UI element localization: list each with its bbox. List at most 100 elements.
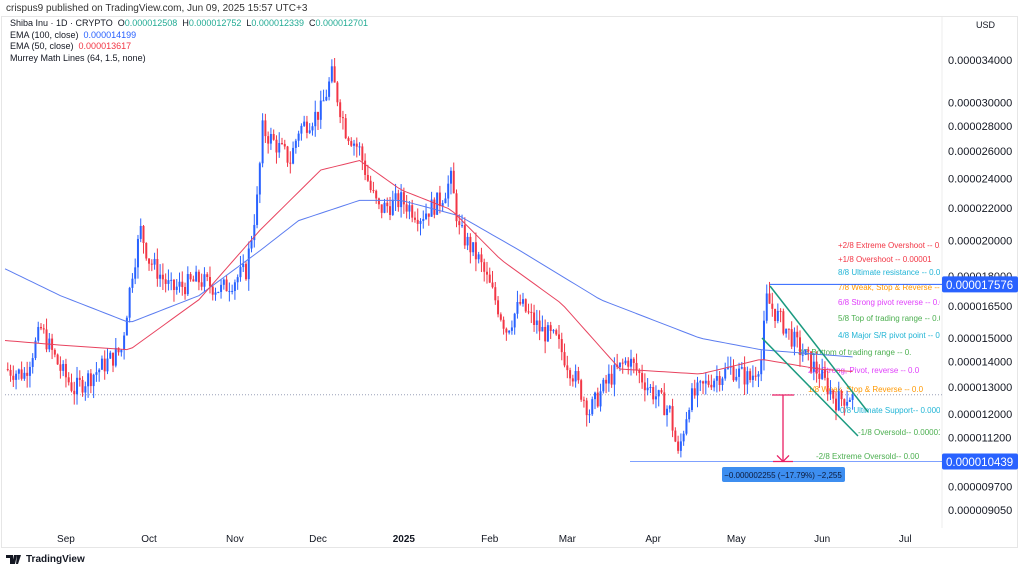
ema100-legend[interactable]: EMA (100, close) 0.000014199 (10, 30, 368, 42)
candle-body (175, 286, 178, 290)
candle-body (771, 303, 774, 309)
symbol-name[interactable]: Shiba Inu · 1D · CRYPTO (10, 18, 113, 28)
candle-body (560, 339, 563, 353)
candle-body (654, 396, 657, 400)
murrey-level-label: -1/8 Oversold-- 0.00001 (858, 428, 943, 437)
candle-body (408, 205, 411, 212)
candle-body (178, 281, 181, 287)
candle-body (494, 287, 497, 301)
y-tick-label: 0.000014000 (948, 357, 1012, 369)
candle-body (225, 279, 228, 292)
candle-body (488, 274, 491, 283)
candle-body (599, 391, 602, 407)
candle-body (513, 313, 516, 328)
candle-body (92, 374, 95, 387)
candle-body (743, 367, 746, 385)
candle-body (422, 218, 425, 222)
candle-body (607, 373, 610, 384)
x-tick-label: Sep (57, 534, 75, 545)
price-label: 0.000010439 (946, 457, 1013, 469)
candle-body (461, 225, 464, 227)
candle-body (690, 388, 693, 411)
currency-label[interactable]: USD (976, 20, 996, 30)
candle-body (64, 363, 67, 378)
candle-body (192, 279, 195, 282)
candle-body (20, 369, 23, 379)
candle-body (646, 387, 649, 391)
candle-body (264, 120, 267, 137)
candle-body (186, 274, 189, 295)
candle-body (707, 380, 710, 385)
candle-body (618, 362, 621, 368)
candle-body (823, 369, 826, 378)
candle-body (172, 279, 175, 290)
ema50-legend[interactable]: EMA (50, close) 0.000013617 (10, 41, 368, 53)
candle-body (840, 391, 843, 400)
candle-body (42, 328, 45, 330)
candle-body (139, 225, 142, 239)
candle-body (23, 372, 26, 379)
candle-body (40, 326, 43, 329)
candle-body (602, 379, 605, 392)
candle-body (189, 274, 192, 280)
candle-body (128, 287, 131, 318)
candle-body (156, 258, 159, 279)
candle-body (76, 377, 79, 395)
candle-body (220, 284, 223, 292)
candle-body (779, 310, 782, 312)
candle-body (538, 320, 541, 332)
close-value: 0.000012701 (315, 18, 369, 28)
candle-body (516, 301, 519, 314)
candle-body (452, 170, 455, 194)
candle-body (569, 370, 572, 379)
candle-body (328, 81, 331, 97)
candle-body (37, 326, 40, 341)
candle-body (641, 373, 644, 383)
candle-body (70, 382, 73, 391)
candle-body (100, 358, 103, 370)
candle-body (261, 120, 264, 164)
candle-body (375, 190, 378, 199)
candle-body (419, 221, 422, 224)
candle-body (558, 334, 560, 340)
candle-body (34, 340, 37, 359)
candle-body (206, 274, 209, 277)
candle-body (497, 300, 500, 315)
murrey-label: Murrey Math Lines (64, 1.5, none) (10, 52, 146, 63)
candle-body (491, 282, 494, 288)
candle-body (123, 335, 126, 350)
candle-body (364, 160, 367, 175)
candle-body (699, 381, 702, 383)
candle-body (6, 369, 9, 371)
candle-body (455, 193, 458, 222)
candle-body (286, 146, 289, 163)
ema50-label: EMA (50, close) (10, 41, 74, 51)
candle-body (89, 373, 92, 387)
candle-body (818, 373, 821, 379)
candle-body (610, 373, 613, 385)
candle-body (300, 125, 303, 134)
y-tick-label: 0.000009050 (948, 505, 1012, 517)
tradingview-logo[interactable]: TradingView (6, 554, 85, 565)
murrey-legend[interactable]: Murrey Math Lines (64, 1.5, none) (10, 53, 368, 65)
candle-body (535, 320, 538, 325)
candle-body (355, 143, 358, 147)
candle-body (145, 243, 148, 259)
candle-body (721, 378, 724, 385)
candle-body (757, 374, 760, 377)
ema50-value: 0.000013617 (78, 41, 132, 51)
candle-body (483, 262, 486, 272)
candle-body (810, 351, 813, 372)
candle-body (552, 330, 555, 332)
high-label: H (182, 18, 189, 28)
candle-body (53, 349, 56, 355)
candle-body (776, 310, 779, 322)
candle-body (112, 352, 115, 366)
candle-body (95, 372, 98, 375)
murrey-level-label: 6/8 Strong pivot reverse -- 0.00 (838, 298, 949, 307)
candle-body (383, 202, 386, 213)
candle-body (26, 372, 29, 376)
candle-body (643, 382, 646, 391)
candle-body (305, 121, 308, 133)
